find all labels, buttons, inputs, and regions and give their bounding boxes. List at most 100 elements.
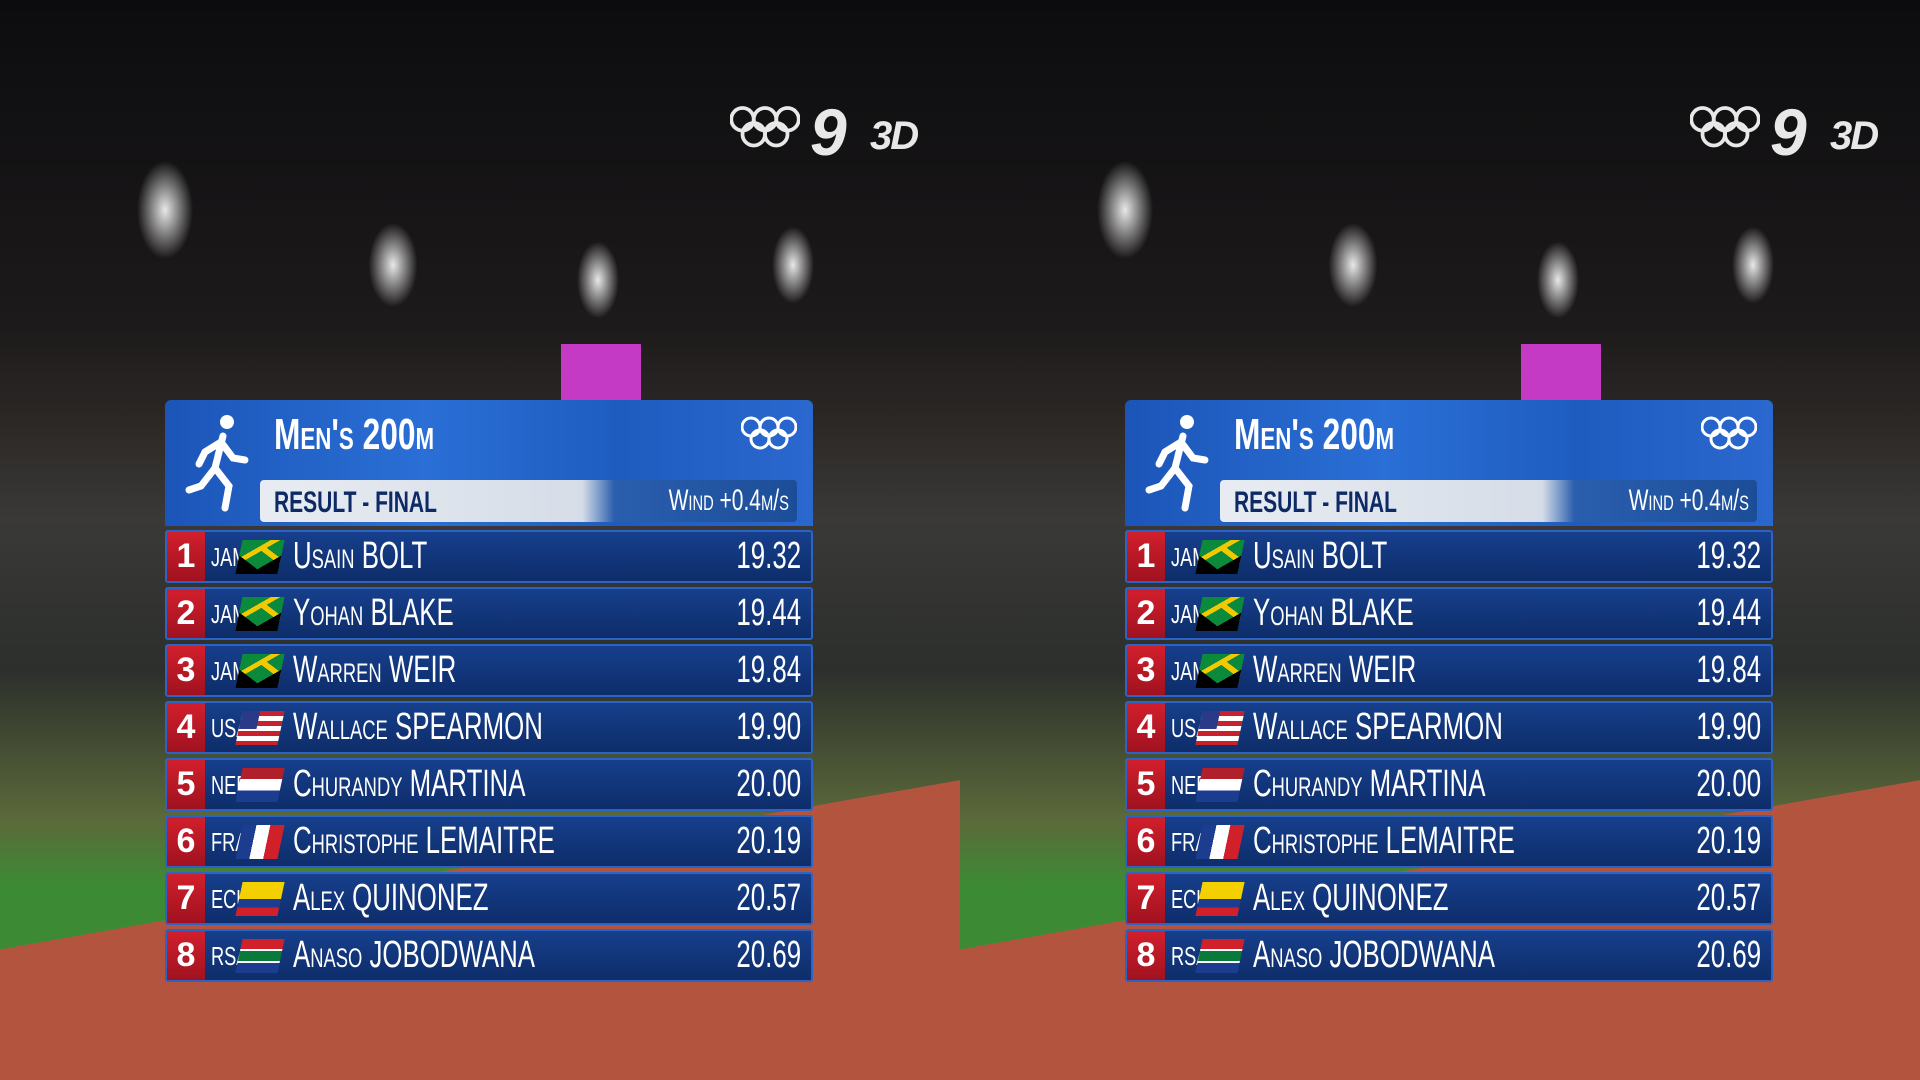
result-row: 5 NED Churandy MARTINA 20.00 bbox=[1125, 758, 1773, 811]
result-row: 1 JAM Usain BOLT 19.32 bbox=[165, 530, 813, 583]
result-row: 5 NED Churandy MARTINA 20.00 bbox=[165, 758, 813, 811]
rank: 5 bbox=[1127, 760, 1165, 809]
broadcaster-logo: 9 3D bbox=[1690, 95, 1890, 169]
stadium-screen bbox=[1521, 344, 1601, 402]
athlete-name: Christophe LEMAITRE bbox=[293, 820, 555, 862]
athlete-name: Churandy MARTINA bbox=[293, 763, 526, 805]
rank: 2 bbox=[1127, 589, 1165, 638]
rank: 8 bbox=[1127, 931, 1165, 980]
time: 20.57 bbox=[1696, 877, 1761, 919]
result-row: 7 ECU Alex QUINONEZ 20.57 bbox=[1125, 872, 1773, 925]
time: 19.44 bbox=[736, 592, 801, 634]
rank: 5 bbox=[167, 760, 205, 809]
result-row: 4 USA Wallace SPEARMON 19.90 bbox=[165, 701, 813, 754]
wind: Wind +0.4m/s bbox=[1628, 484, 1749, 517]
athlete-name: Alex QUINONEZ bbox=[1253, 877, 1449, 919]
result-row: 6 FRA Christophe LEMAITRE 20.19 bbox=[1125, 815, 1773, 868]
result-row: 7 ECU Alex QUINONEZ 20.57 bbox=[165, 872, 813, 925]
rank: 2 bbox=[167, 589, 205, 638]
scoreboard: Men's 200m Result - Final Wind +0.4m/s 1… bbox=[165, 400, 813, 982]
olympic-rings bbox=[741, 416, 797, 450]
flag bbox=[235, 882, 285, 916]
time: 19.32 bbox=[736, 535, 801, 577]
rank: 6 bbox=[167, 817, 205, 866]
time: 20.57 bbox=[736, 877, 801, 919]
event-title: Men's 200m bbox=[274, 410, 435, 459]
olympic-rings bbox=[730, 106, 800, 148]
scoreboard: Men's 200m Result - Final Wind +0.4m/s 1… bbox=[1125, 400, 1773, 982]
time: 20.19 bbox=[1696, 820, 1761, 862]
athlete-name: Warren WEIR bbox=[1253, 649, 1417, 691]
athlete-name: Yohan BLAKE bbox=[1253, 592, 1414, 634]
result-bar: Result - Final Wind +0.4m/s bbox=[1220, 480, 1757, 522]
olympic-rings bbox=[1701, 416, 1757, 450]
scoreboard-header: Men's 200m Result - Final Wind +0.4m/s bbox=[165, 400, 813, 526]
rank: 4 bbox=[1127, 703, 1165, 752]
rank: 8 bbox=[167, 931, 205, 980]
rank: 3 bbox=[167, 646, 205, 695]
flag bbox=[235, 654, 285, 688]
result-row: 4 USA Wallace SPEARMON 19.90 bbox=[1125, 701, 1773, 754]
result-stage: Result - Final bbox=[1234, 486, 1397, 519]
flag bbox=[235, 939, 285, 973]
time: 19.44 bbox=[1696, 592, 1761, 634]
time: 19.84 bbox=[1696, 649, 1761, 691]
result-row: 2 JAM Yohan BLAKE 19.44 bbox=[165, 587, 813, 640]
time: 19.84 bbox=[736, 649, 801, 691]
result-row: 8 RSA Anaso JOBODWANA 20.69 bbox=[165, 929, 813, 982]
athlete-name: Usain BOLT bbox=[1253, 535, 1388, 577]
flag bbox=[1195, 711, 1245, 745]
runner-icon bbox=[185, 415, 249, 512]
time: 20.19 bbox=[736, 820, 801, 862]
broadcast-view-right: 9 3D Men's 200m Result - Final Wind +0.4… bbox=[960, 0, 1920, 1080]
athlete-name: Christophe LEMAITRE bbox=[1253, 820, 1515, 862]
result-row: 8 RSA Anaso JOBODWANA 20.69 bbox=[1125, 929, 1773, 982]
result-row: 2 JAM Yohan BLAKE 19.44 bbox=[1125, 587, 1773, 640]
result-row: 3 JAM Warren WEIR 19.84 bbox=[165, 644, 813, 697]
flag bbox=[235, 825, 285, 859]
flag bbox=[235, 597, 285, 631]
rank: 4 bbox=[167, 703, 205, 752]
rank: 1 bbox=[1127, 532, 1165, 581]
time: 20.69 bbox=[1696, 934, 1761, 976]
time: 19.90 bbox=[736, 706, 801, 748]
rank: 6 bbox=[1127, 817, 1165, 866]
olympic-rings bbox=[1690, 106, 1760, 148]
athlete-name: Alex QUINONEZ bbox=[293, 877, 489, 919]
flag bbox=[1195, 654, 1245, 688]
athlete-name: Yohan BLAKE bbox=[293, 592, 454, 634]
stadium-screen bbox=[561, 344, 641, 402]
result-row: 1 JAM Usain BOLT 19.32 bbox=[1125, 530, 1773, 583]
rank: 1 bbox=[167, 532, 205, 581]
athlete-name: Warren WEIR bbox=[293, 649, 457, 691]
athlete-name: Wallace SPEARMON bbox=[293, 706, 543, 748]
wind: Wind +0.4m/s bbox=[668, 484, 789, 517]
channel: 9 bbox=[810, 95, 847, 169]
athlete-name: Wallace SPEARMON bbox=[1253, 706, 1503, 748]
format: 3D bbox=[870, 114, 919, 158]
flag bbox=[235, 768, 285, 802]
flag bbox=[1195, 939, 1245, 973]
time: 19.90 bbox=[1696, 706, 1761, 748]
athlete-name: Anaso JOBODWANA bbox=[293, 934, 536, 976]
broadcaster-logo: 9 3D bbox=[730, 95, 930, 169]
time: 20.00 bbox=[736, 763, 801, 805]
athlete-name: Usain BOLT bbox=[293, 535, 428, 577]
time: 20.00 bbox=[1696, 763, 1761, 805]
athlete-name: Anaso JOBODWANA bbox=[1253, 934, 1496, 976]
flag bbox=[1195, 825, 1245, 859]
time: 19.32 bbox=[1696, 535, 1761, 577]
flag bbox=[1195, 768, 1245, 802]
rank: 7 bbox=[167, 874, 205, 923]
flag bbox=[1195, 540, 1245, 574]
format: 3D bbox=[1830, 114, 1879, 158]
runner-icon bbox=[1145, 415, 1209, 512]
athlete-name: Churandy MARTINA bbox=[1253, 763, 1486, 805]
result-row: 3 JAM Warren WEIR 19.84 bbox=[1125, 644, 1773, 697]
time: 20.69 bbox=[736, 934, 801, 976]
rank: 3 bbox=[1127, 646, 1165, 695]
result-stage: Result - Final bbox=[274, 486, 437, 519]
scoreboard-header: Men's 200m Result - Final Wind +0.4m/s bbox=[1125, 400, 1773, 526]
rank: 7 bbox=[1127, 874, 1165, 923]
flag bbox=[1195, 597, 1245, 631]
